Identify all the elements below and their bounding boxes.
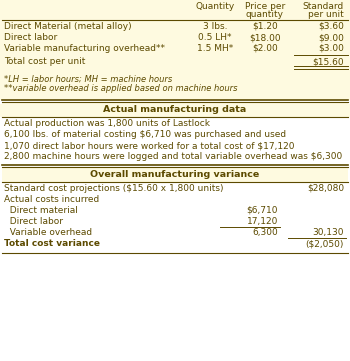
Text: Standard: Standard [303,2,344,11]
Text: 3 lbs.: 3 lbs. [203,22,227,31]
Text: 1,070 direct labor hours were worked for a total cost of $17,120: 1,070 direct labor hours were worked for… [4,141,294,150]
Bar [0,100,350,104]
Text: 2,800 machine hours were logged and total variable overhead was $6,300: 2,800 machine hours were logged and tota… [4,152,342,161]
Text: $2.00: $2.00 [252,44,278,53]
Text: Variable overhead: Variable overhead [4,228,92,237]
Text: 6,100 lbs. of material costing $6,710 was purchased and used: 6,100 lbs. of material costing $6,710 wa… [4,130,286,139]
Bar [0,182,350,267]
Text: Quantity: Quantity [195,2,234,11]
Bar [2,102,348,117]
Text: Direct material: Direct material [4,206,78,215]
Text: $18.00: $18.00 [249,33,281,42]
Text: Standard cost projections ($15.60 x 1,800 units): Standard cost projections ($15.60 x 1,80… [4,184,224,193]
Text: $15.60: $15.60 [312,57,344,66]
Text: Variable manufacturing overhead**: Variable manufacturing overhead** [4,44,165,53]
Bar [0,165,350,169]
Bar [0,117,350,172]
Text: quantity: quantity [246,10,284,19]
Text: *LH = labor hours; MH = machine hours: *LH = labor hours; MH = machine hours [4,75,172,84]
Text: **variable overhead is applied based on machine hours: **variable overhead is applied based on … [4,84,238,93]
Text: Actual manufacturing data: Actual manufacturing data [103,105,247,114]
Text: Direct labor: Direct labor [4,33,57,42]
Text: Price per: Price per [245,2,285,11]
Text: Direct Material (metal alloy): Direct Material (metal alloy) [4,22,132,31]
Text: $28,080: $28,080 [307,184,344,193]
Text: Total cost variance: Total cost variance [4,239,100,248]
Text: $9.00: $9.00 [318,33,344,42]
Text: Overall manufacturing variance: Overall manufacturing variance [90,170,260,179]
Text: Actual costs incurred: Actual costs incurred [4,195,99,204]
Text: Total cost per unit: Total cost per unit [4,57,85,66]
Text: $3.00: $3.00 [318,44,344,53]
Text: 0.5 LH*: 0.5 LH* [198,33,232,42]
Text: $3.60: $3.60 [318,22,344,31]
Bar [0,0,350,145]
Text: $1.20: $1.20 [252,22,278,31]
Bar [2,167,348,182]
Text: 17,120: 17,120 [247,217,278,226]
Text: 30,130: 30,130 [313,228,344,237]
Text: ($2,050): ($2,050) [306,239,344,248]
Text: 1.5 MH*: 1.5 MH* [197,44,233,53]
Text: 6,300: 6,300 [252,228,278,237]
Text: $6,710: $6,710 [246,206,278,215]
Text: per unit: per unit [308,10,344,19]
Text: Direct labor: Direct labor [4,217,63,226]
Text: Actual production was 1,800 units of Lastlock: Actual production was 1,800 units of Las… [4,119,210,128]
